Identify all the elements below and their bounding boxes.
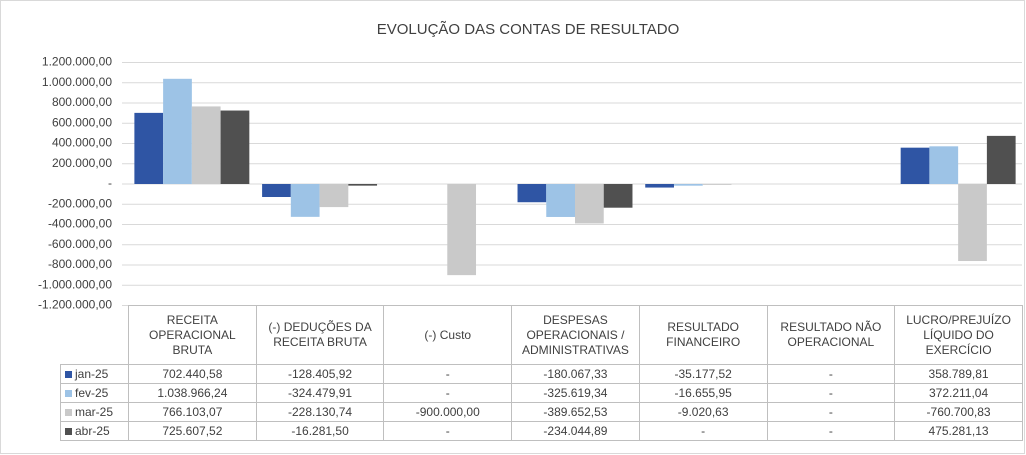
table-value: -: [766, 364, 896, 384]
category-label: (-) Custo: [383, 305, 513, 365]
y-tick-label: -1.200.000,00: [38, 298, 112, 312]
legend-entry: fev-25: [60, 383, 129, 403]
bar: [191, 106, 221, 184]
table-value: -: [766, 421, 896, 441]
category-label: RECEITA OPERACIONAL BRUTA: [128, 305, 257, 365]
table-value: -325.619,34: [511, 383, 640, 403]
bar: [645, 184, 674, 188]
category-label: (-) DEDUÇÕES DA RECEITA BRUTA: [255, 305, 385, 365]
category-label: RESULTADO FINANCEIRO: [638, 305, 768, 365]
table-value: -9.020,63: [638, 402, 768, 422]
table-value: -234.044,89: [511, 421, 640, 441]
legend-key: [65, 409, 72, 416]
bar: [929, 146, 959, 184]
bar: [673, 184, 703, 186]
legend-label: mar-25: [75, 405, 114, 419]
table-value: 372.211,04: [894, 383, 1023, 403]
y-tick-label: -800.000,00: [48, 257, 112, 271]
y-tick-label: -1.000.000,00: [38, 277, 112, 291]
y-tick-label: -600.000,00: [48, 237, 112, 251]
y-tick-label: -200.000,00: [48, 196, 112, 210]
table-value: -228.130,74: [255, 402, 385, 422]
bar: [986, 135, 1016, 184]
bar: [958, 184, 987, 262]
bar: [163, 78, 192, 184]
bar: [262, 184, 291, 198]
chart-title: EVOLUÇÃO DAS CONTAS DE RESULTADO: [377, 21, 680, 38]
table-value: -389.652,53: [511, 402, 640, 422]
bar: [900, 147, 930, 184]
y-tick-label: 200.000,00: [52, 156, 112, 170]
table-value: -128.405,92: [255, 364, 385, 384]
bar: [290, 184, 320, 217]
bar: [447, 184, 477, 276]
y-tick-label: 800.000,00: [52, 95, 112, 109]
table-value: -16.655,95: [638, 383, 768, 403]
table-value: -900.000,00: [383, 402, 513, 422]
y-tick-label: 1.200.000,00: [42, 55, 112, 69]
bar: [134, 112, 164, 184]
table-value: 1.038.966,24: [128, 383, 257, 403]
table-value: 702.440,58: [128, 364, 257, 384]
y-tick-label: 1.000.000,00: [42, 75, 112, 89]
table-value: -: [383, 421, 513, 441]
y-tick-label: 400.000,00: [52, 136, 112, 150]
table-value: 766.103,07: [128, 402, 257, 422]
bar: [348, 184, 378, 186]
category-label: RESULTADO NÃO OPERACIONAL: [766, 305, 896, 365]
table-value: -324.479,91: [255, 383, 385, 403]
table-value: -760.700,83: [894, 402, 1023, 422]
bar: [220, 110, 250, 184]
category-label: DESPESAS OPERACIONAIS / ADMINISTRATIVAS: [511, 305, 640, 365]
legend-key: [65, 371, 72, 378]
table-value: -16.281,50: [255, 421, 385, 441]
bar: [702, 184, 732, 185]
table-value: -: [638, 421, 768, 441]
legend-key: [65, 390, 72, 397]
table-value: 725.607,52: [128, 421, 257, 441]
bar: [517, 184, 547, 203]
table-value: -: [383, 364, 513, 384]
legend-label: fev-25: [75, 386, 109, 400]
data-table: RECEITA OPERACIONAL BRUTA (-) DEDUÇÕES DA…: [60, 305, 1023, 441]
bar: [319, 184, 349, 208]
table-value: -: [766, 383, 896, 403]
y-tick-label: 600.000,00: [52, 115, 112, 129]
table-corner: [61, 306, 129, 365]
bar: [603, 184, 633, 208]
legend-entry: mar-25: [60, 402, 129, 422]
legend-entry: abr-25: [60, 421, 129, 441]
legend-label: jan-25: [75, 367, 109, 381]
category-label: LUCRO/PREJUÍZO LÍQUIDO DO EXERCÍCIO: [894, 305, 1023, 365]
table-value: -: [766, 402, 896, 422]
table-value: -: [383, 383, 513, 403]
table-value: 475.281,13: [894, 421, 1023, 441]
legend-key: [65, 428, 72, 435]
table-value: -180.067,33: [511, 364, 640, 384]
y-tick-label: -: [108, 176, 112, 190]
table-value: -35.177,52: [638, 364, 768, 384]
table-value: 358.789,81: [894, 364, 1023, 384]
legend-label: abr-25: [75, 424, 110, 438]
bar: [575, 184, 604, 224]
bar: [546, 184, 575, 217]
y-tick-label: -400.000,00: [48, 217, 112, 231]
legend-entry: jan-25: [60, 364, 129, 384]
